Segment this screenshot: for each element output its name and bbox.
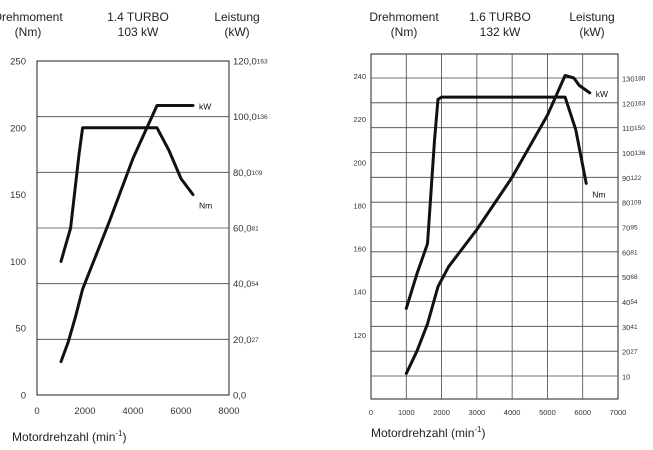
- left-axis-title-2: Drehmoment: [369, 10, 439, 24]
- left-axis-unit: (Nm): [391, 25, 418, 39]
- series-nm-label: Nm: [199, 201, 212, 211]
- x-tick-label: 5000: [539, 408, 556, 417]
- y-left-tick-label: 100: [10, 257, 26, 268]
- y-right-tick-label: 90122: [622, 174, 642, 183]
- x-tick-label: 2000: [74, 406, 95, 417]
- y-left-tick-label: 200: [10, 123, 26, 134]
- right-axis-unit: (kW): [579, 25, 604, 39]
- chart-1-4-turbo: Drehmoment (Nm) 1.4 TURBO 103 kW Leistun…: [0, 10, 268, 444]
- x-tick-label: 8000: [218, 406, 239, 417]
- series-kw-line: [404, 74, 592, 375]
- y-left-tick-label: 50: [15, 324, 26, 335]
- series-kw-line: [59, 104, 195, 364]
- y-left-tick-label: 160: [353, 245, 366, 254]
- x-tick-label: 3000: [469, 408, 486, 417]
- chart-title: 1.4 TURBO: [107, 10, 169, 24]
- y-left-tick-label: 140: [353, 288, 366, 297]
- y-left-tick-label: 150: [10, 190, 26, 201]
- y-right-tick-label: 130180: [622, 75, 646, 84]
- series-kw-label: kW: [199, 102, 211, 112]
- x-axis-label: Motordrehzahl (min-1): [371, 425, 486, 440]
- y-right-tick-label: 60,081: [233, 224, 259, 235]
- y-left-tick-label: 220: [353, 115, 366, 124]
- series-kw-label: kW: [596, 89, 608, 99]
- x-tick-label: 0: [34, 406, 39, 417]
- y-left-tick-label: 180: [353, 201, 366, 210]
- y-right-tick-label: 120,0163: [233, 57, 268, 68]
- y-right-tick-label: 2027: [622, 348, 638, 357]
- y-right-tick-label: 4054: [622, 298, 638, 307]
- x-tick-label: 7000: [610, 408, 627, 417]
- series-nm-line: [404, 95, 588, 310]
- y-right-tick-label: 100,0136: [233, 112, 268, 123]
- x-tick-label: 0: [369, 408, 373, 417]
- right-axis-unit: (kW): [224, 25, 249, 39]
- x-axis-label: Motordrehzahl (min-1): [12, 429, 127, 444]
- y-right-tick-label: 5068: [622, 273, 638, 282]
- x-tick-label: 4000: [504, 408, 521, 417]
- y-right-tick-label: 40,054: [233, 279, 259, 290]
- chart-title: 1.6 TURBO: [469, 10, 531, 24]
- x-tick-label: 2000: [433, 408, 450, 417]
- y-left-tick-label: 240: [353, 72, 366, 81]
- y-right-tick-label: 7095: [622, 224, 638, 233]
- y-right-tick-label: 100136: [622, 149, 646, 158]
- x-tick-label: 6000: [574, 408, 591, 417]
- chart-subtitle: 132 kW: [480, 25, 521, 39]
- chart-1-6-turbo: Drehmoment (Nm) 1.6 TURBO 132 kW Leistun…: [353, 10, 645, 440]
- x-tick-label: 6000: [170, 406, 191, 417]
- right-axis-title: Leistung: [569, 10, 614, 24]
- x-tick-label: 1000: [398, 408, 415, 417]
- left-axis-title-1: Drehmoment: [0, 10, 63, 24]
- y-left-tick-label: 0: [21, 391, 26, 402]
- y-right-tick-label: 10: [622, 373, 630, 382]
- right-axis-title: Leistung: [214, 10, 259, 24]
- series-nm-line: [59, 126, 195, 263]
- y-right-tick-label: 80,0109: [233, 168, 263, 179]
- y-right-tick-label: 0,0: [233, 391, 246, 402]
- y-right-tick-label: 80109: [622, 199, 642, 208]
- x-tick-label: 4000: [122, 406, 143, 417]
- series-nm-label: Nm: [592, 189, 605, 199]
- y-right-tick-label: 3041: [622, 323, 638, 332]
- y-left-tick-label: 120: [353, 331, 366, 340]
- y-right-tick-label: 20,027: [233, 335, 259, 346]
- y-left-tick-label: 250: [10, 57, 26, 68]
- y-right-tick-label: 6081: [622, 248, 638, 257]
- y-right-tick-label: 120163: [622, 99, 646, 108]
- y-right-tick-label: 110150: [622, 124, 645, 133]
- y-left-tick-label: 200: [353, 158, 366, 167]
- plot-frame: [370, 53, 619, 400]
- chart-subtitle: 103 kW: [118, 25, 159, 39]
- left-axis-unit: (Nm): [15, 25, 42, 39]
